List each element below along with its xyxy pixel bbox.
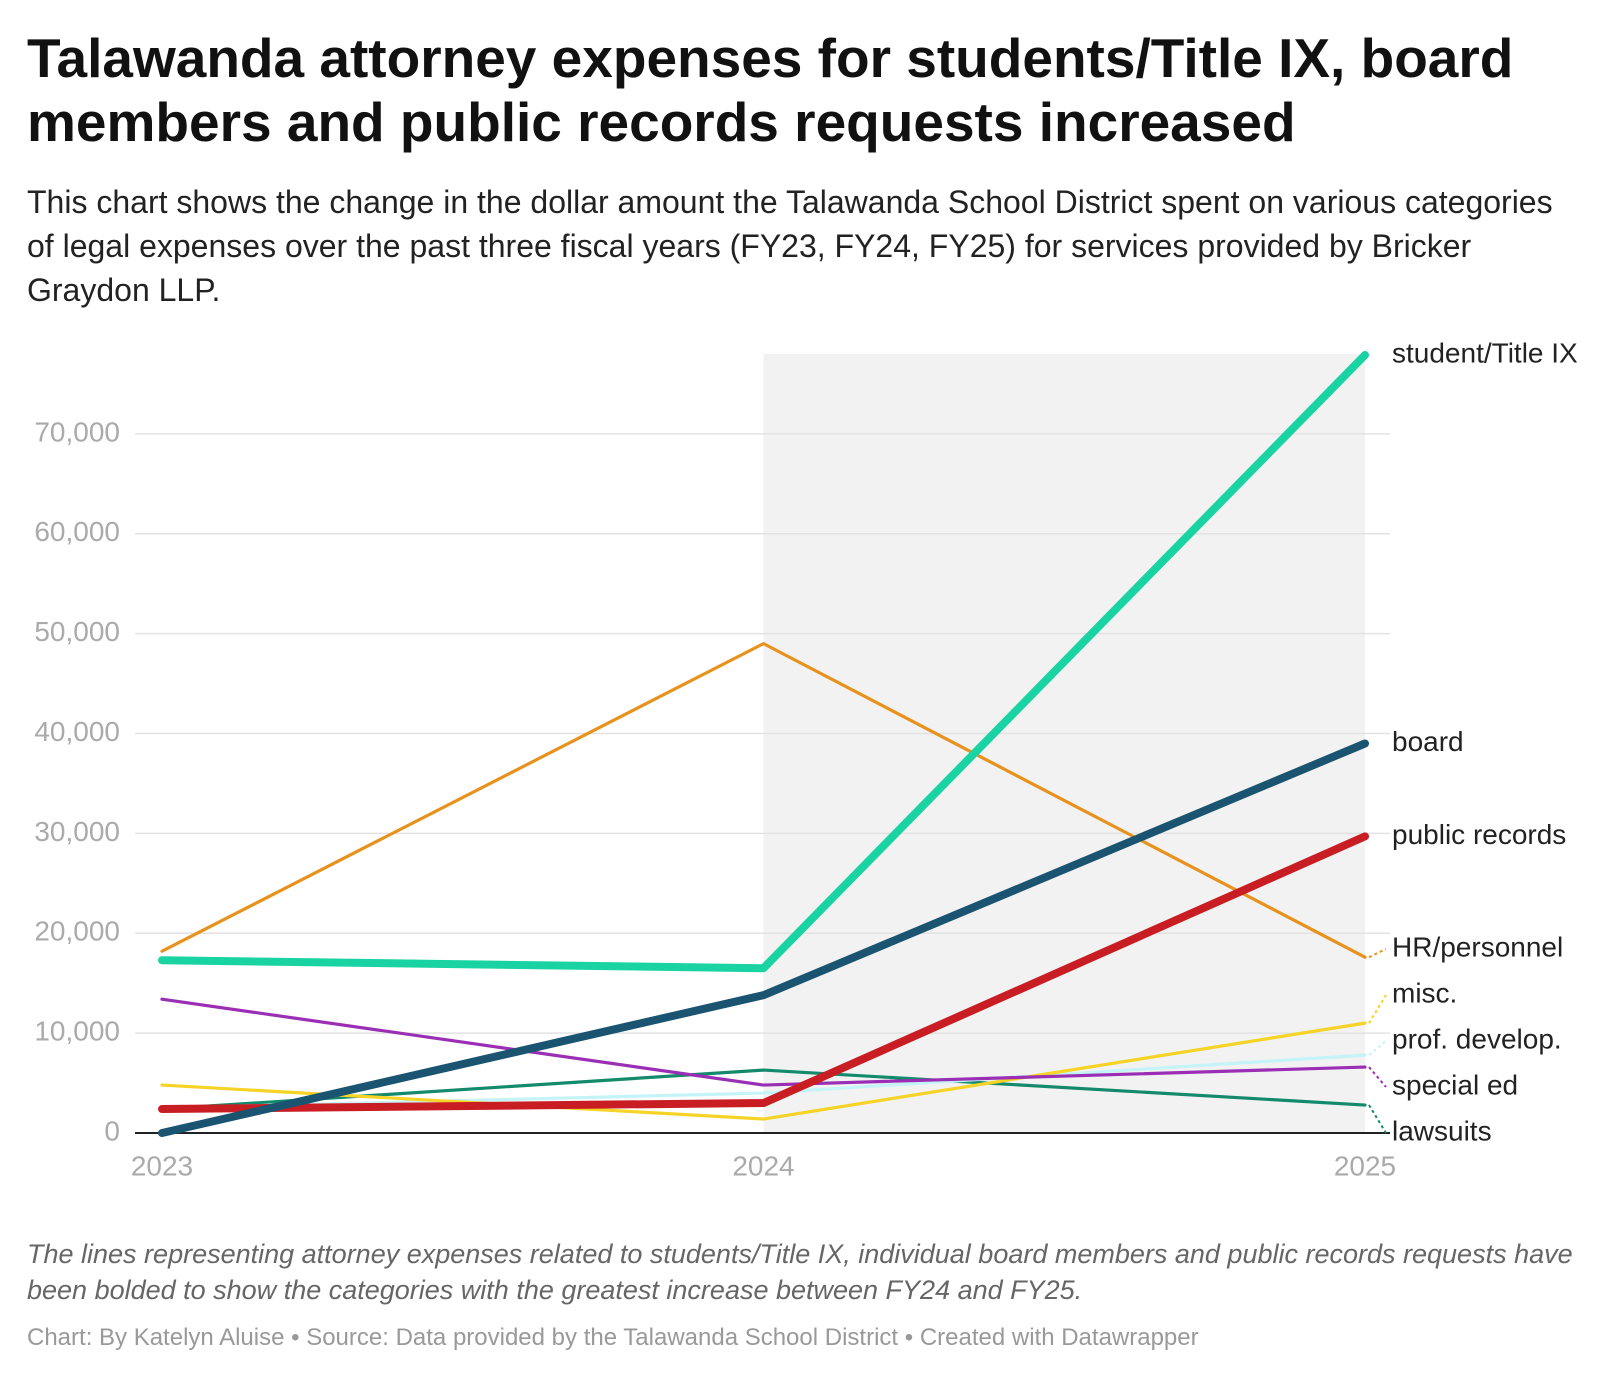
x-tick-label: 2023 [131,1150,193,1181]
series-line [158,350,1369,973]
y-tick-label: 0 [104,1115,120,1146]
y-tick-label: 10,000 [34,1016,120,1047]
y-tick-label: 20,000 [34,916,120,947]
x-tick-label: 2024 [732,1150,794,1181]
label-connector [1368,1040,1387,1056]
legend-label: misc. [1392,977,1457,1008]
y-tick-label: 40,000 [34,716,120,747]
chart-subtitle: This chart shows the change in the dolla… [27,184,1553,308]
highlight-band [763,354,1365,1133]
series-line [158,739,1369,1137]
legend-label: prof. develop. [1392,1023,1562,1054]
legend-label: special ed [1392,1069,1518,1100]
legend-label: board [1392,726,1464,757]
y-tick-label: 60,000 [34,516,120,547]
series-line [158,832,1369,1114]
series-line [160,642,1367,959]
label-connector [1368,1104,1387,1134]
label-connector [1368,1066,1387,1088]
chart-credit: Chart: By Katelyn Aluise • Source: Data … [27,1324,1199,1351]
x-tick-label: 2025 [1334,1150,1396,1181]
legend-label: lawsuits [1392,1115,1492,1146]
chart-title: Talawanda attorney expenses for students… [27,27,1514,153]
series-line [160,997,1367,1087]
y-tick-label: 70,000 [34,416,120,447]
y-tick-label: 50,000 [34,616,120,647]
legend-label: student/Title IX [1392,337,1578,368]
legend-label: HR/personnel [1392,931,1563,962]
y-tick-label: 30,000 [34,816,120,847]
series-line [160,1021,1367,1121]
legend-label: public records [1392,819,1566,850]
label-connector [1368,994,1387,1024]
chart-note: The lines representing attorney expenses… [27,1239,1573,1305]
label-connector [1368,948,1387,959]
